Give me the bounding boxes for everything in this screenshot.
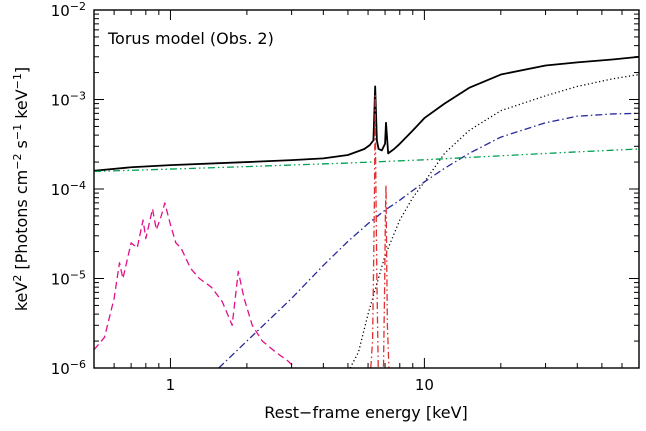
y-tick-label-base: 10 <box>51 92 70 110</box>
y-tick-label: 10−6 <box>51 358 86 379</box>
y-axis-title-base: keV <box>12 282 31 312</box>
y-tick-label-exponent: −6 <box>70 358 86 371</box>
chart-annotation: Torus model (Obs. 2) <box>107 29 274 48</box>
series-line-6 <box>94 202 296 368</box>
series-line-1 <box>94 55 639 172</box>
series-line-2 <box>349 73 639 368</box>
y-axis-title-sup3: −1 <box>11 73 24 89</box>
y-tick-label-exponent: −2 <box>70 0 86 13</box>
x-tick-label: 1 <box>166 376 176 394</box>
y-axis-title-sup1: −2 <box>11 154 24 170</box>
y-tick-label: 10−5 <box>51 268 86 289</box>
y-tick-label-exponent: −3 <box>70 89 86 102</box>
series-line-3 <box>218 112 639 368</box>
y-tick-label: 10−2 <box>51 0 86 20</box>
y-axis-title-part4: ] <box>12 67 31 73</box>
y-axis-title-base-sup: 2 <box>11 275 24 282</box>
series-line-4 <box>94 148 639 173</box>
series-line-5 <box>370 95 390 368</box>
y-axis-title-part1: [Photons cm <box>12 170 31 275</box>
y-axis-title: keV2 [Photons cm−2 s−1 keV−1] <box>11 67 32 311</box>
x-axis-title: Rest−frame energy [keV] <box>264 403 468 422</box>
y-tick-label-exponent: −4 <box>70 179 86 192</box>
tick-layer <box>93 9 640 369</box>
x-tick-label: 10 <box>415 376 434 394</box>
series-layer <box>94 55 639 368</box>
y-axis-title-part3: keV <box>12 89 31 124</box>
y-tick-label-exponent: −5 <box>70 268 86 281</box>
y-tick-label-base: 10 <box>51 271 70 289</box>
y-tick-label-base: 10 <box>51 360 70 378</box>
y-axis-title-sup2: −1 <box>11 124 24 140</box>
y-axis-title-part2: s <box>12 140 31 153</box>
y-tick-label-base: 10 <box>51 2 70 20</box>
y-tick-label: 10−3 <box>51 89 86 110</box>
y-tick-label-base: 10 <box>51 181 70 199</box>
y-tick-label: 10−4 <box>51 179 86 200</box>
